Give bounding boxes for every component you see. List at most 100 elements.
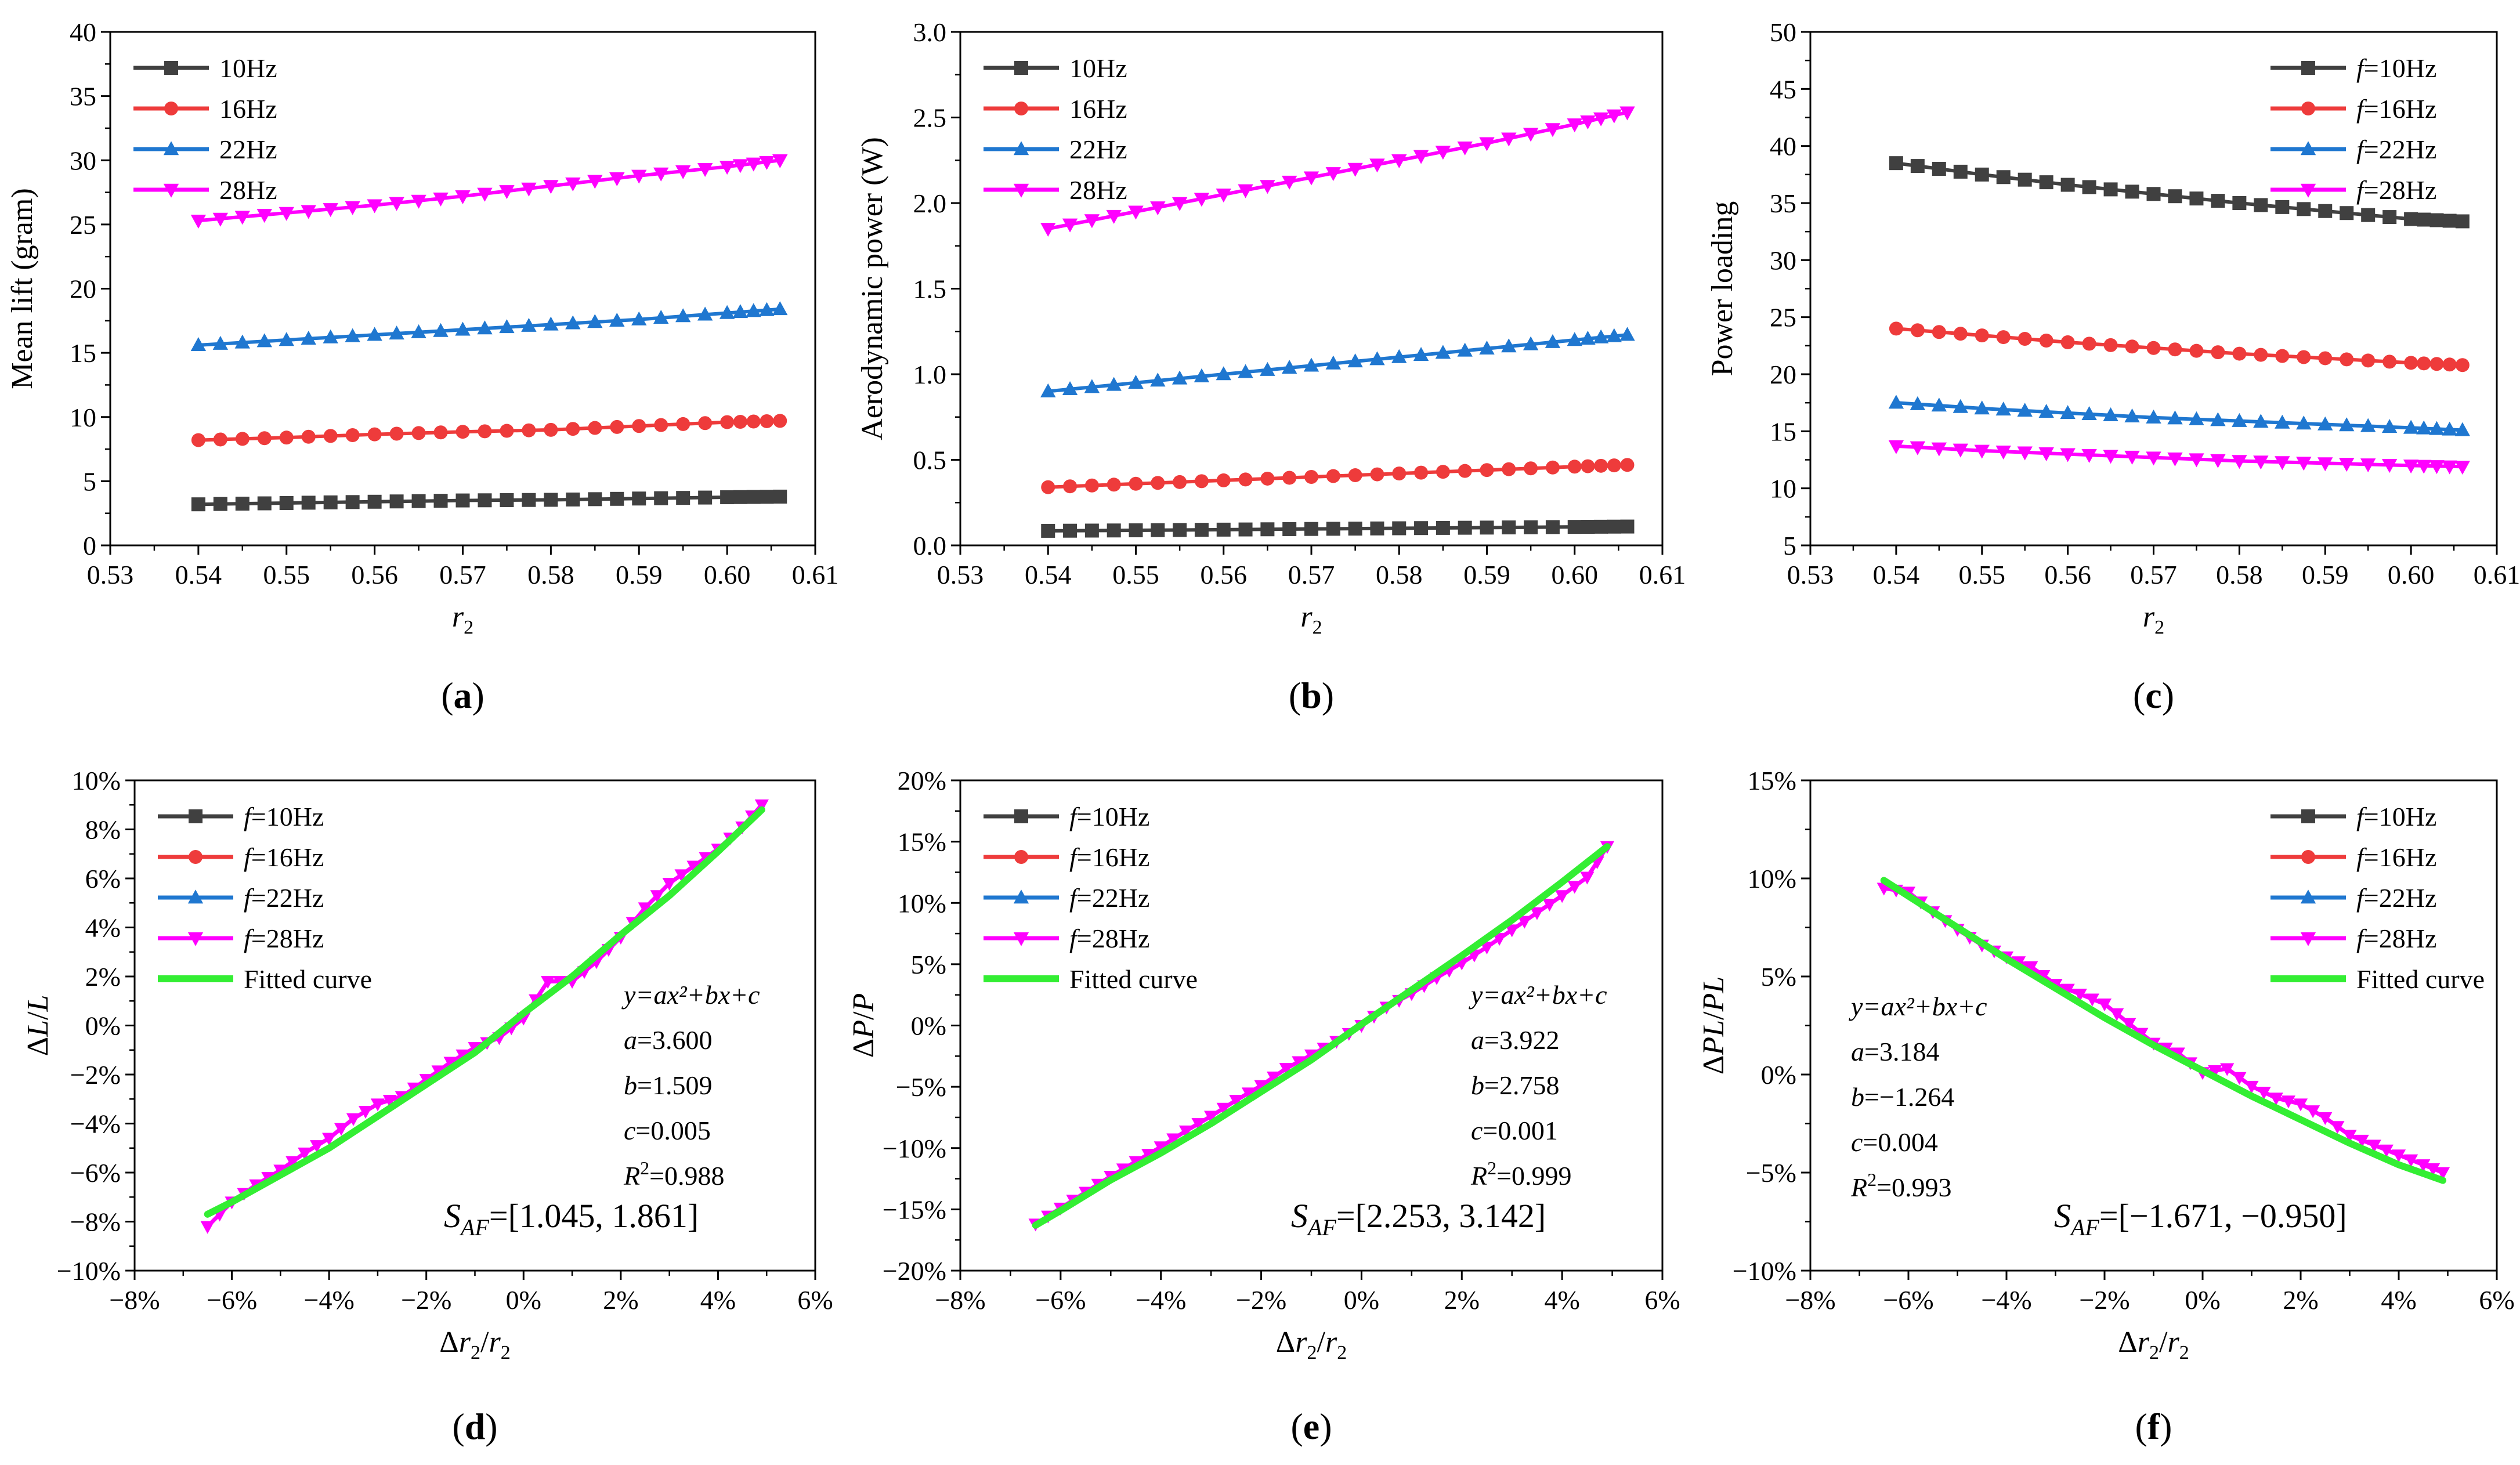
data-point <box>2146 187 2161 201</box>
x-tick-label: 0.60 <box>704 560 751 589</box>
fit-param-a: a=3.184 <box>1851 1037 1939 1066</box>
data-point <box>345 428 360 443</box>
fit-param-b: b=1.509 <box>624 1070 712 1100</box>
data-point <box>610 491 624 506</box>
data-point <box>754 799 769 812</box>
legend-entry: 16Hz <box>1069 94 1127 124</box>
data-point <box>566 492 580 507</box>
legend: 10Hz 16Hz 22Hz 28Hz <box>133 53 277 205</box>
data-point <box>2382 355 2397 369</box>
data-point <box>1150 372 1166 387</box>
series-10hz <box>191 489 787 512</box>
data-point <box>2361 353 2376 368</box>
data-point <box>1303 357 1319 372</box>
x-tick-label: 0.53 <box>87 560 134 589</box>
panel-label: (b) <box>1289 675 1334 716</box>
x-tick-label: −6% <box>207 1285 257 1315</box>
data-point <box>632 491 646 506</box>
legend-marker <box>1013 183 1029 198</box>
y-tick-label: 2% <box>85 962 121 992</box>
data-point <box>733 415 747 429</box>
data-point <box>521 182 537 197</box>
data-point <box>323 495 338 509</box>
data-point <box>213 432 227 447</box>
legend-marker <box>1013 889 1029 904</box>
data-point <box>2125 339 2139 354</box>
data-point <box>322 1133 337 1146</box>
y-tick-label: −8% <box>70 1207 121 1237</box>
data-point <box>411 194 426 209</box>
panel-label: (e) <box>1290 1406 1332 1447</box>
series-22hz <box>1888 395 2471 436</box>
data-point <box>2339 458 2355 472</box>
x-tick-label: 0.60 <box>1552 560 1599 589</box>
y-tick-label: 25 <box>1770 303 1796 332</box>
data-point <box>298 1147 312 1160</box>
data-point <box>1435 146 1451 160</box>
data-point <box>2318 204 2333 218</box>
data-point <box>2124 408 2140 422</box>
data-point <box>1580 871 1595 885</box>
data-point <box>1084 478 1099 493</box>
data-point <box>2220 1063 2235 1076</box>
data-point <box>1413 150 1429 164</box>
data-point <box>2085 993 2099 1007</box>
chart-panel-a: 0.53 0.54 0.55 0.56 0.57 0.58 0.59 0.60 0.61 0 5 10… <box>6 17 838 716</box>
data-point <box>2442 421 2457 436</box>
series-10hz <box>1889 156 2470 229</box>
data-point <box>759 302 775 316</box>
y-tick-label: 50 <box>1770 17 1796 47</box>
y-tick-label: 6% <box>85 864 121 894</box>
data-point <box>345 495 360 509</box>
legend-marker <box>189 809 203 823</box>
y-tick-label: 5% <box>1761 962 1796 992</box>
fit-annotation: y=ax²+bx+c a=3.922 b=2.758 c=0.001 R2=0.999 S… <box>1291 980 1607 1240</box>
data-point <box>334 1123 349 1136</box>
data-point <box>1530 907 1545 920</box>
data-point <box>1084 214 1100 229</box>
legend-entry: f=16Hz <box>2356 842 2436 872</box>
data-point <box>301 429 316 444</box>
data-point <box>773 489 787 504</box>
data-point <box>2379 1144 2394 1157</box>
x-tick-label: 0.57 <box>2130 560 2177 589</box>
data-point <box>2024 961 2038 974</box>
y-tick-label: 0 <box>83 531 96 560</box>
data-point <box>1458 520 1472 535</box>
panel-label: (d) <box>452 1406 497 1447</box>
data-point <box>2293 1098 2308 1112</box>
data-point <box>697 306 713 321</box>
data-point <box>759 155 775 170</box>
data-point <box>653 310 669 324</box>
y-axis-title: Aerodynamic power (W) <box>856 137 889 440</box>
legend-entry: f=22Hz <box>244 883 324 913</box>
data-point <box>2110 1008 2124 1021</box>
data-point <box>654 418 668 432</box>
data-point <box>2253 455 2269 470</box>
fit-annotation: y=ax²+bx+c a=3.600 b=1.509 c=0.005 R2=0.988 S… <box>444 980 760 1240</box>
legend-entry: Fitted curve <box>1069 964 1198 994</box>
x-tick-label: 2% <box>603 1285 638 1315</box>
data-point <box>1414 521 1429 536</box>
y-tick-label: 0% <box>911 1011 946 1041</box>
data-point <box>1392 521 1407 536</box>
data-point <box>323 203 338 218</box>
data-point <box>1304 522 1318 536</box>
data-point <box>2340 206 2354 220</box>
data-point <box>1414 465 1429 480</box>
fitted-curve-line <box>1880 877 2447 1184</box>
data-point <box>2017 446 2033 461</box>
data-point <box>2232 346 2247 361</box>
y-tick-label: −2% <box>70 1060 121 1090</box>
data-point <box>1502 462 1516 476</box>
legend-marker <box>163 141 179 155</box>
data-point <box>653 167 669 182</box>
data-point <box>675 308 691 323</box>
data-point <box>1391 154 1407 169</box>
y-tick-label: 4% <box>85 913 121 943</box>
x-tick-label: 0.59 <box>1463 560 1510 589</box>
data-point <box>279 207 294 221</box>
data-point <box>1479 340 1495 355</box>
data-point <box>411 426 426 440</box>
y-tick-label: 10% <box>1748 864 1796 894</box>
